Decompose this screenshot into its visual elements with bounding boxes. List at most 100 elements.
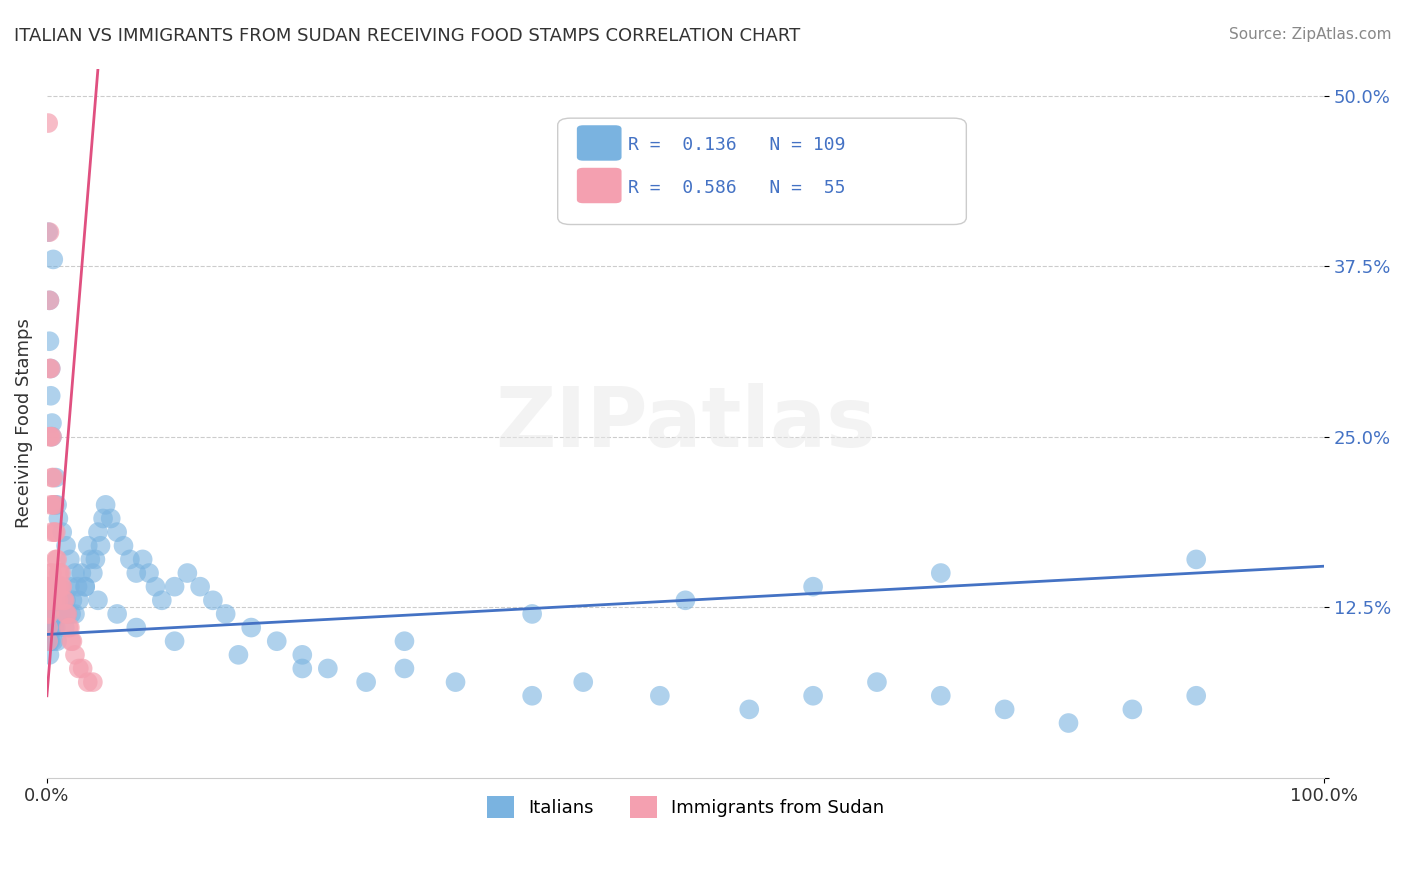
Italians bbox=[866, 675, 889, 690]
Italians bbox=[48, 593, 70, 607]
Italians bbox=[46, 607, 69, 621]
Italians bbox=[45, 593, 67, 607]
Immigrants from Sudan bbox=[37, 580, 59, 594]
Immigrants from Sudan bbox=[63, 648, 86, 662]
Immigrants from Sudan bbox=[42, 580, 65, 594]
Italians bbox=[42, 580, 65, 594]
Italians bbox=[201, 593, 224, 607]
Italians bbox=[44, 498, 66, 512]
Immigrants from Sudan bbox=[37, 634, 59, 648]
Italians bbox=[215, 607, 238, 621]
Immigrants from Sudan bbox=[48, 593, 70, 607]
Italians bbox=[41, 593, 63, 607]
Italians bbox=[176, 566, 198, 580]
Immigrants from Sudan bbox=[48, 580, 70, 594]
Italians bbox=[62, 593, 84, 607]
Immigrants from Sudan bbox=[38, 593, 60, 607]
Italians bbox=[1185, 689, 1208, 703]
Immigrants from Sudan bbox=[49, 566, 72, 580]
Italians bbox=[60, 607, 83, 621]
Italians bbox=[1185, 552, 1208, 566]
Immigrants from Sudan bbox=[44, 498, 66, 512]
Immigrants from Sudan bbox=[62, 634, 84, 648]
Italians bbox=[39, 621, 62, 635]
Italians bbox=[125, 566, 148, 580]
Italians bbox=[75, 580, 97, 594]
Immigrants from Sudan bbox=[37, 593, 59, 607]
Italians bbox=[87, 593, 110, 607]
Immigrants from Sudan bbox=[38, 580, 60, 594]
Immigrants from Sudan bbox=[55, 607, 77, 621]
Immigrants from Sudan bbox=[82, 675, 104, 690]
FancyBboxPatch shape bbox=[558, 118, 966, 225]
Italians bbox=[929, 689, 952, 703]
FancyBboxPatch shape bbox=[576, 125, 621, 161]
Italians bbox=[38, 607, 60, 621]
FancyBboxPatch shape bbox=[576, 168, 621, 203]
Italians bbox=[55, 593, 77, 607]
Immigrants from Sudan bbox=[41, 430, 63, 444]
Italians bbox=[240, 621, 263, 635]
Immigrants from Sudan bbox=[37, 607, 59, 621]
Y-axis label: Receiving Food Stamps: Receiving Food Stamps bbox=[15, 318, 32, 528]
Italians bbox=[37, 621, 59, 635]
Italians bbox=[67, 593, 90, 607]
Italians bbox=[39, 361, 62, 376]
Italians bbox=[1121, 702, 1143, 716]
Immigrants from Sudan bbox=[39, 430, 62, 444]
Immigrants from Sudan bbox=[72, 661, 94, 675]
Italians bbox=[929, 566, 952, 580]
Italians bbox=[87, 525, 110, 540]
Immigrants from Sudan bbox=[51, 580, 73, 594]
Italians bbox=[38, 634, 60, 648]
Immigrants from Sudan bbox=[41, 566, 63, 580]
Immigrants from Sudan bbox=[48, 566, 70, 580]
Italians bbox=[51, 593, 73, 607]
Italians bbox=[105, 525, 128, 540]
Italians bbox=[38, 593, 60, 607]
Italians bbox=[46, 498, 69, 512]
Text: ZIPatlas: ZIPatlas bbox=[495, 383, 876, 464]
Italians bbox=[100, 511, 122, 525]
Italians bbox=[38, 293, 60, 308]
Italians bbox=[163, 580, 186, 594]
Italians bbox=[59, 580, 82, 594]
Italians bbox=[63, 607, 86, 621]
Immigrants from Sudan bbox=[37, 621, 59, 635]
Italians bbox=[125, 621, 148, 635]
Immigrants from Sudan bbox=[58, 621, 80, 635]
Immigrants from Sudan bbox=[42, 470, 65, 484]
Immigrants from Sudan bbox=[44, 580, 66, 594]
Immigrants from Sudan bbox=[44, 525, 66, 540]
Italians bbox=[39, 389, 62, 403]
Italians bbox=[42, 252, 65, 267]
Immigrants from Sudan bbox=[53, 593, 76, 607]
Immigrants from Sudan bbox=[38, 225, 60, 239]
Italians bbox=[41, 416, 63, 430]
Italians bbox=[291, 661, 314, 675]
Immigrants from Sudan bbox=[76, 675, 98, 690]
Immigrants from Sudan bbox=[39, 566, 62, 580]
Italians bbox=[45, 621, 67, 635]
Immigrants from Sudan bbox=[41, 470, 63, 484]
Immigrants from Sudan bbox=[37, 116, 59, 130]
Immigrants from Sudan bbox=[46, 580, 69, 594]
Italians bbox=[37, 225, 59, 239]
Italians bbox=[994, 702, 1017, 716]
Italians bbox=[38, 648, 60, 662]
Text: Source: ZipAtlas.com: Source: ZipAtlas.com bbox=[1229, 27, 1392, 42]
Immigrants from Sudan bbox=[38, 607, 60, 621]
Italians bbox=[44, 621, 66, 635]
Immigrants from Sudan bbox=[48, 566, 70, 580]
Italians bbox=[354, 675, 377, 690]
Italians bbox=[45, 470, 67, 484]
Immigrants from Sudan bbox=[39, 361, 62, 376]
Italians bbox=[37, 580, 59, 594]
Italians bbox=[37, 634, 59, 648]
Immigrants from Sudan bbox=[42, 498, 65, 512]
Italians bbox=[145, 580, 167, 594]
Italians bbox=[70, 566, 93, 580]
Italians bbox=[84, 552, 107, 566]
Italians bbox=[738, 702, 761, 716]
Immigrants from Sudan bbox=[38, 430, 60, 444]
